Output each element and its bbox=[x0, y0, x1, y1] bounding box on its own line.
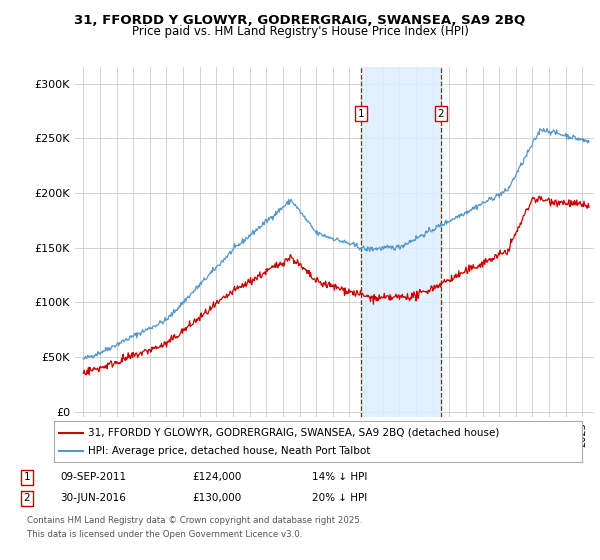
Bar bbox=[361, 67, 441, 417]
Text: HPI: Average price, detached house, Neath Port Talbot: HPI: Average price, detached house, Neat… bbox=[88, 446, 371, 455]
Text: 14% ↓ HPI: 14% ↓ HPI bbox=[312, 472, 367, 482]
Text: 09-SEP-2011: 09-SEP-2011 bbox=[60, 472, 126, 482]
Text: 1: 1 bbox=[358, 109, 364, 119]
Text: 31, FFORDD Y GLOWYR, GODRERGRAIG, SWANSEA, SA9 2BQ (detached house): 31, FFORDD Y GLOWYR, GODRERGRAIG, SWANSE… bbox=[88, 428, 500, 437]
Text: Contains HM Land Registry data © Crown copyright and database right 2025.: Contains HM Land Registry data © Crown c… bbox=[27, 516, 362, 525]
Text: £130,000: £130,000 bbox=[192, 493, 241, 503]
Text: 2: 2 bbox=[437, 109, 444, 119]
Text: Price paid vs. HM Land Registry's House Price Index (HPI): Price paid vs. HM Land Registry's House … bbox=[131, 25, 469, 38]
Text: 2: 2 bbox=[23, 493, 31, 503]
Text: £124,000: £124,000 bbox=[192, 472, 241, 482]
Text: This data is licensed under the Open Government Licence v3.0.: This data is licensed under the Open Gov… bbox=[27, 530, 302, 539]
Text: 1: 1 bbox=[23, 472, 31, 482]
Text: 31, FFORDD Y GLOWYR, GODRERGRAIG, SWANSEA, SA9 2BQ: 31, FFORDD Y GLOWYR, GODRERGRAIG, SWANSE… bbox=[74, 14, 526, 27]
Text: 30-JUN-2016: 30-JUN-2016 bbox=[60, 493, 126, 503]
Text: 20% ↓ HPI: 20% ↓ HPI bbox=[312, 493, 367, 503]
